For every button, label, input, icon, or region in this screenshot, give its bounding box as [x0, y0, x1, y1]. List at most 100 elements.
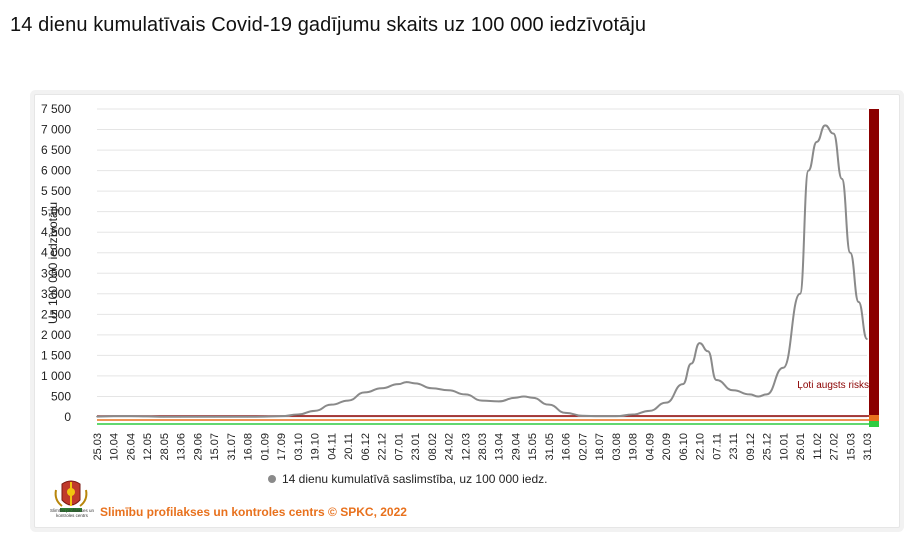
- data-point: [807, 169, 810, 172]
- x-tick-label: 17.09: [276, 433, 288, 461]
- data-point: [832, 132, 835, 135]
- data-point: [263, 415, 266, 418]
- data-point: [514, 396, 517, 399]
- y-tick-label: 3 500: [41, 266, 71, 280]
- y-tick-label: 3 000: [41, 287, 71, 301]
- data-point: [815, 141, 818, 143]
- y-tick-label: 4 500: [41, 225, 71, 239]
- y-tick-label: 1 000: [41, 369, 71, 383]
- data-point: [405, 381, 408, 383]
- x-tick-label: 31.07: [226, 433, 238, 461]
- low-risk-bar: [869, 421, 879, 427]
- risk-annotation: Ļoti augsts risks: [797, 380, 869, 391]
- x-tick-label: 06.12: [360, 433, 372, 461]
- data-point: [246, 415, 249, 418]
- data-point: [799, 293, 801, 295]
- series-line: [96, 124, 868, 418]
- x-tick-label: 06.10: [678, 433, 690, 461]
- x-tick-label: 23.01: [410, 433, 422, 461]
- footer-credit: Slimību profilakses un kontroles centrs …: [100, 505, 407, 519]
- data-point: [765, 393, 768, 396]
- chart-legend[interactable]: 14 dienu kumulatīvā saslimstība, uz 100 …: [268, 472, 548, 486]
- x-tick-label: 07.01: [393, 433, 405, 461]
- y-tick-label: 4 000: [41, 246, 71, 260]
- data-point: [615, 415, 617, 417]
- data-point: [414, 382, 416, 385]
- x-tick-label: 08.02: [427, 433, 439, 461]
- x-tick-label: 15.03: [845, 433, 857, 461]
- data-point: [129, 415, 132, 417]
- x-tick-label: 03.10: [293, 433, 305, 461]
- x-tick-label: 19.10: [310, 433, 322, 461]
- x-tick-label: 26.04: [125, 433, 137, 461]
- data-point: [196, 415, 199, 418]
- data-point: [523, 395, 525, 398]
- data-point: [841, 178, 843, 180]
- x-tick-label: 16.08: [243, 433, 255, 461]
- data-point: [96, 415, 98, 418]
- data-point: [297, 413, 299, 416]
- y-tick-label: 2 000: [41, 328, 71, 342]
- data-point: [146, 415, 149, 418]
- x-tick-label: 29.04: [510, 433, 522, 461]
- x-tick-label: 26.01: [795, 433, 807, 461]
- data-point: [430, 387, 433, 390]
- x-tick-label: 09.12: [745, 433, 757, 461]
- x-tick-label: 28.03: [477, 433, 489, 461]
- x-tick-label: 27.02: [829, 433, 841, 461]
- data-point: [866, 338, 868, 340]
- chart-svg: 0 500 1 000 1 500 2 000 2 500 3 000 3 500 4 000 4…: [41, 102, 879, 461]
- data-point: [397, 383, 400, 385]
- x-tick-label: 22.10: [695, 433, 707, 461]
- x-tick-label: 13.06: [176, 433, 188, 461]
- x-tick-label: 31.03: [862, 433, 874, 461]
- x-tick-label: 12.03: [460, 433, 472, 461]
- data-point: [782, 366, 785, 369]
- data-point: [631, 413, 634, 416]
- data-point: [280, 415, 282, 417]
- data-point: [564, 412, 567, 414]
- data-point: [347, 399, 349, 402]
- y-tick-label: 5 500: [41, 184, 71, 198]
- legend-label: 14 dienu kumulatīvā saslimstība, uz 100 …: [282, 472, 548, 486]
- data-point: [690, 362, 693, 365]
- x-tick-label: 18.07: [594, 433, 606, 461]
- chart-card: 0 500 1 000 1 500 2 000 2 500 3 000 3 500 4 000 4…: [34, 94, 900, 528]
- data-point: [447, 389, 450, 392]
- x-tick-label: 31.05: [544, 433, 556, 461]
- data-point: [163, 415, 165, 418]
- y-tick-label: 7 500: [41, 102, 71, 116]
- y-tick-label: 7 000: [41, 123, 71, 137]
- y-tick-label: 1 500: [41, 348, 71, 362]
- logo-org-text: Slimību profilakses un kontroles centrs: [49, 508, 95, 518]
- x-tick-label: 11.02: [812, 433, 824, 460]
- x-tick-label: 20.11: [343, 433, 355, 460]
- x-tick-label: 15.07: [209, 433, 221, 461]
- data-point: [824, 124, 826, 127]
- data-point: [497, 400, 500, 403]
- data-point: [112, 415, 115, 417]
- data-point: [732, 389, 734, 392]
- x-tick-label: 16.06: [561, 433, 573, 461]
- y-tick-label: 0: [64, 410, 71, 424]
- data-point: [682, 383, 684, 385]
- x-tick-label: 10.01: [778, 433, 790, 461]
- data-point: [230, 415, 232, 418]
- x-tick-label: 25.03: [92, 433, 104, 461]
- x-tick-label: 13.04: [494, 433, 506, 461]
- x-tick-label: 23.11: [728, 433, 740, 460]
- latvia-coat-of-arms-icon: [54, 480, 88, 512]
- x-tick-label: 02.07: [577, 433, 589, 461]
- y-tick-label: 6 500: [41, 143, 71, 157]
- high-risk-bar: [869, 415, 879, 421]
- legend-marker-icon: [268, 475, 276, 483]
- data-point: [665, 401, 667, 404]
- data-point: [364, 391, 366, 394]
- data-point: [464, 393, 467, 396]
- x-tick-label: 07.11: [711, 433, 723, 460]
- very-high-risk-bar: [869, 109, 879, 415]
- x-tick-label: 29.06: [192, 433, 204, 461]
- x-tick-label: 04.11: [326, 433, 338, 460]
- data-point: [313, 410, 316, 412]
- data-point: [380, 387, 383, 390]
